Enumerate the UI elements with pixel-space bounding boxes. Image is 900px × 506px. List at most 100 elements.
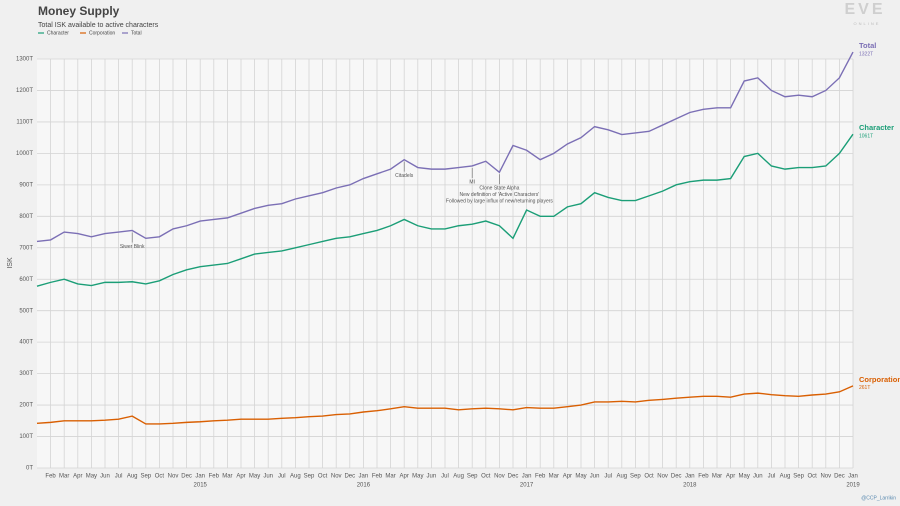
x-tick-label: Nov [331, 474, 342, 480]
x-tick-label: May [249, 474, 260, 480]
y-tick-label: 400T [19, 340, 33, 346]
x-tick-label: Sep [304, 474, 315, 480]
x-tick-label: Oct [155, 474, 165, 480]
x-tick-label: Sep [467, 474, 478, 480]
x-tick-label: Apr [236, 474, 245, 480]
chart-title: Money Supply [38, 4, 120, 18]
y-tick-label: 1100T [16, 120, 33, 126]
y-tick-label: 600T [19, 277, 33, 283]
x-tick-label: Jul [115, 474, 123, 480]
x-tick-label: Nov [494, 474, 505, 480]
x-tick-label: Jan [685, 474, 695, 480]
x-tick-label: Oct [808, 474, 818, 480]
annotation-text: Siwer Blink [120, 244, 145, 250]
x-tick-label: May [412, 474, 423, 480]
x-tick-label: Jan [359, 474, 369, 480]
series-end-name: Total [859, 41, 876, 50]
x-tick-label: Dec [181, 474, 192, 480]
x-tick-label: Oct [644, 474, 654, 480]
x-tick-label: Mar [222, 474, 232, 480]
x-tick-label: Dec [508, 474, 519, 480]
x-tick-label: Jan [522, 474, 532, 480]
x-tick-label: Jun [427, 474, 437, 480]
x-tick-label: Jul [768, 474, 776, 480]
x-tick-label: Jul [441, 474, 449, 480]
x-tick-label: Jun [100, 474, 110, 480]
x-tick-label: Nov [820, 474, 831, 480]
annotation-text: Followed by large influx of new/returnin… [446, 199, 553, 205]
legend-label: Character [47, 30, 69, 36]
x-tick-label: Feb [698, 474, 709, 480]
x-tick-label: Jan [195, 474, 205, 480]
x-tick-label: Sep [140, 474, 151, 480]
x-tick-label: Feb [209, 474, 220, 480]
y-tick-label: 700T [19, 245, 33, 251]
x-tick-label: Nov [168, 474, 179, 480]
x-tick-label: Mar [385, 474, 395, 480]
annotation-text: Citadels [395, 173, 414, 179]
series-end-name: Corporation [859, 375, 900, 384]
y-tick-label: 100T [19, 434, 33, 440]
x-tick-label: Aug [780, 474, 791, 480]
x-tick-label: Jul [604, 474, 612, 480]
y-tick-label: 1000T [16, 151, 33, 157]
year-label: 2019 [846, 483, 860, 489]
y-tick-label: 800T [19, 214, 33, 220]
y-tick-label: 200T [19, 403, 33, 409]
x-tick-label: Aug [290, 474, 301, 480]
year-label: 2016 [357, 483, 371, 489]
annotation-text: MI [469, 179, 475, 185]
year-label: 2017 [520, 483, 534, 489]
series-line [36, 51, 854, 243]
x-tick-label: Sep [793, 474, 804, 480]
annotation-text: Clone State Alpha [479, 186, 519, 192]
x-tick-label: Aug [616, 474, 627, 480]
x-tick-label: Jun [753, 474, 763, 480]
annotation-text: New definition of 'Active Characters' [460, 192, 540, 198]
x-tick-label: May [739, 474, 750, 480]
x-tick-label: Jul [278, 474, 286, 480]
y-tick-label: 1300T [16, 57, 33, 63]
year-label: 2018 [683, 483, 697, 489]
x-tick-label: Sep [630, 474, 641, 480]
x-tick-label: Jun [263, 474, 273, 480]
y-axis-label: ISK [7, 257, 14, 269]
x-tick-label: Feb [45, 474, 56, 480]
y-tick-label: 0T [26, 466, 33, 472]
x-tick-label: Apr [73, 474, 82, 480]
series-end-value: 261T [859, 385, 870, 391]
x-tick-label: Dec [671, 474, 682, 480]
y-tick-label: 1200T [16, 88, 33, 94]
x-tick-label: Oct [318, 474, 328, 480]
legend-label: Total [131, 30, 142, 36]
x-tick-label: Jan [848, 474, 858, 480]
credit: @CCP_Larrikin [861, 495, 896, 501]
x-tick-label: Aug [453, 474, 464, 480]
x-tick-label: Oct [481, 474, 491, 480]
year-label: 2015 [194, 483, 208, 489]
x-tick-label: May [86, 474, 97, 480]
x-tick-label: Mar [712, 474, 722, 480]
logo: EVE [844, 1, 885, 18]
x-tick-label: Nov [657, 474, 668, 480]
y-tick-label: 900T [19, 182, 33, 188]
x-tick-label: Feb [535, 474, 546, 480]
legend-label: Corporation [89, 30, 115, 36]
series-end-value: 1061T [859, 134, 873, 140]
x-tick-label: Mar [549, 474, 559, 480]
x-tick-label: Apr [563, 474, 572, 480]
logo-sub: ONLINE [854, 21, 881, 26]
x-tick-label: Feb [372, 474, 383, 480]
series-line [36, 385, 854, 425]
x-tick-label: Apr [400, 474, 409, 480]
series-end-name: Character [859, 123, 894, 132]
series-end-value: 1322T [859, 51, 873, 57]
x-tick-label: Jun [590, 474, 600, 480]
x-tick-label: Dec [834, 474, 845, 480]
series-line [36, 133, 854, 287]
x-tick-label: Apr [726, 474, 735, 480]
x-tick-label: Mar [59, 474, 69, 480]
x-tick-label: Dec [344, 474, 355, 480]
x-tick-label: Aug [127, 474, 138, 480]
